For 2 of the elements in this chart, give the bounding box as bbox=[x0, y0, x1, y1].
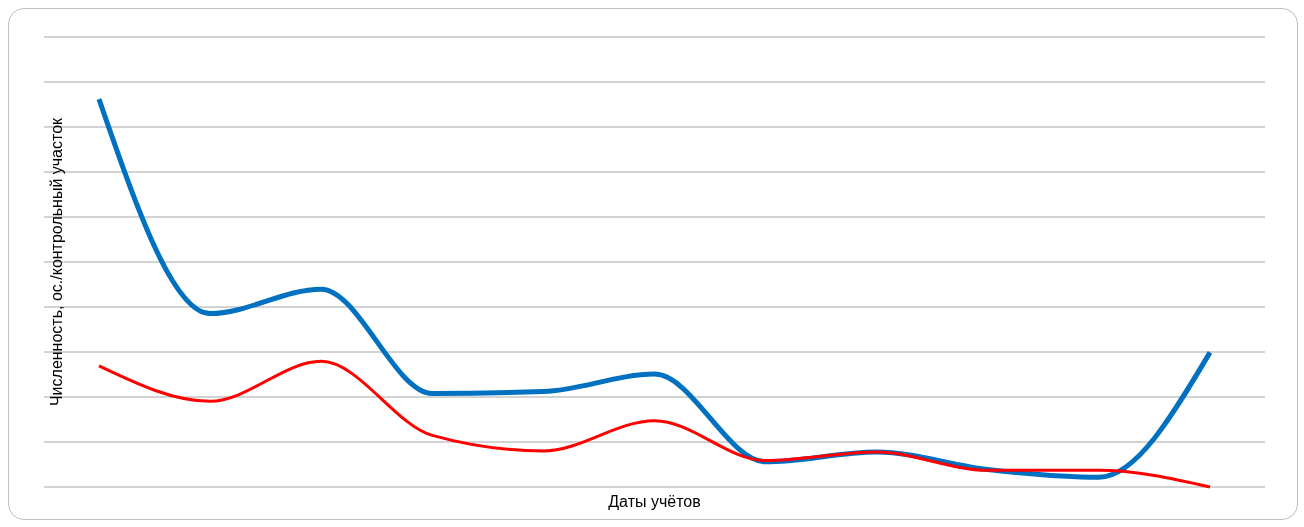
y-axis-title: Численность, ос./контрольный участок bbox=[48, 116, 66, 407]
x-axis-title: Даты учётов bbox=[608, 493, 701, 510]
